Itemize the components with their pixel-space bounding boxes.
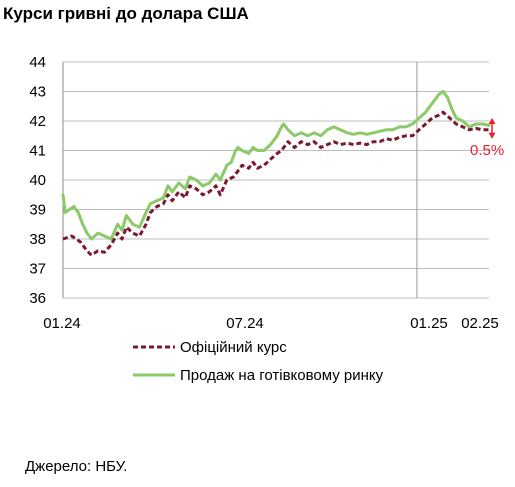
y-tick-label: 36	[29, 290, 46, 307]
annotation-arrow-down	[488, 132, 496, 139]
grid-lines	[62, 61, 489, 299]
x-tick-label: 02.25	[461, 315, 499, 332]
y-tick-label: 42	[29, 113, 46, 130]
cash-market-line	[61, 90, 491, 241]
annotation-arrow-up	[488, 118, 496, 124]
y-tick-label: 40	[29, 172, 46, 189]
annotation-group: 0.5%	[470, 118, 504, 159]
legend: Офіційний курс Продаж на готівковому ринк…	[133, 339, 384, 384]
y-tick-label: 43	[29, 84, 46, 101]
official-rate-line	[62, 110, 489, 257]
y-tick-label: 41	[29, 143, 46, 160]
annotation-label: 0.5%	[470, 142, 504, 159]
chart-title: Курси гривні до долара США	[3, 4, 249, 23]
x-tick-label: 07.24	[226, 315, 264, 332]
legend-label: Продаж на готівковому ринку	[180, 367, 384, 384]
legend-label: Офіційний курс	[180, 339, 287, 356]
series-lines	[61, 90, 491, 257]
y-tick-label: 39	[29, 202, 46, 219]
y-tick-label: 37	[29, 261, 46, 278]
x-tick-label: 01.25	[410, 315, 448, 332]
y-axis-ticks: 44 43 42 41 40 39 38 37 36	[29, 54, 46, 307]
x-tick-label: 01.24	[43, 315, 81, 332]
y-tick-label: 44	[29, 54, 46, 71]
y-tick-label: 38	[29, 231, 46, 248]
source-note: Джерело: НБУ.	[25, 458, 128, 475]
x-axis-ticks: 01.24 07.24 01.25 02.25	[43, 315, 499, 332]
